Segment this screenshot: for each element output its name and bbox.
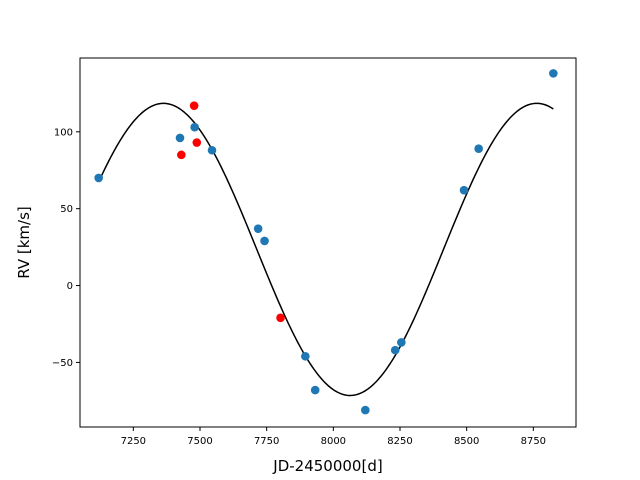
data-point-series-1 [390, 345, 400, 355]
data-point-series-1 [253, 224, 263, 233]
x-axis-label: JD-2450000[d] [272, 457, 382, 475]
y-tick-label: 50 [60, 204, 73, 215]
y-tick-label: −50 [52, 358, 73, 369]
data-point-series-1 [549, 69, 558, 78]
data-point-series-1 [260, 236, 269, 246]
data-point-series-1 [94, 173, 103, 183]
y-tick-label: 0 [67, 281, 73, 292]
x-tick-label: 7250 [121, 436, 146, 447]
y-tick-label: 100 [54, 127, 73, 138]
data-point-series-1 [301, 351, 310, 361]
data-point-series-1 [361, 405, 370, 415]
x-tick-label: 8500 [454, 436, 479, 447]
data-point-series-2 [276, 313, 285, 323]
y-axis-label: RV [km/s] [15, 206, 33, 279]
fit-layer [97, 102, 554, 397]
x-ticks: 7250 7500 7750 8000 8250 8500 8750 [121, 427, 546, 447]
data-point-series-2 [189, 101, 199, 110]
data-point-series-1 [175, 133, 185, 143]
x-tick-label: 7750 [254, 436, 279, 447]
x-tick-label: 8250 [387, 436, 412, 447]
data-point-series-1 [190, 122, 199, 132]
points-layer [94, 69, 558, 415]
x-tick-label: 8750 [521, 436, 546, 447]
data-point-series-1 [459, 185, 469, 195]
fit-curve [97, 102, 554, 397]
data-point-series-1 [310, 385, 320, 395]
y-ticks: −50 0 50 100 [52, 127, 80, 369]
x-tick-label: 7500 [187, 436, 212, 447]
data-point-series-1 [207, 145, 217, 155]
data-point-series-1 [397, 338, 406, 347]
x-tick-label: 8000 [321, 436, 346, 447]
data-point-series-2 [177, 150, 186, 160]
plot-frame [79, 57, 577, 428]
data-point-series-2 [192, 138, 202, 147]
data-point-series-1 [474, 144, 483, 154]
